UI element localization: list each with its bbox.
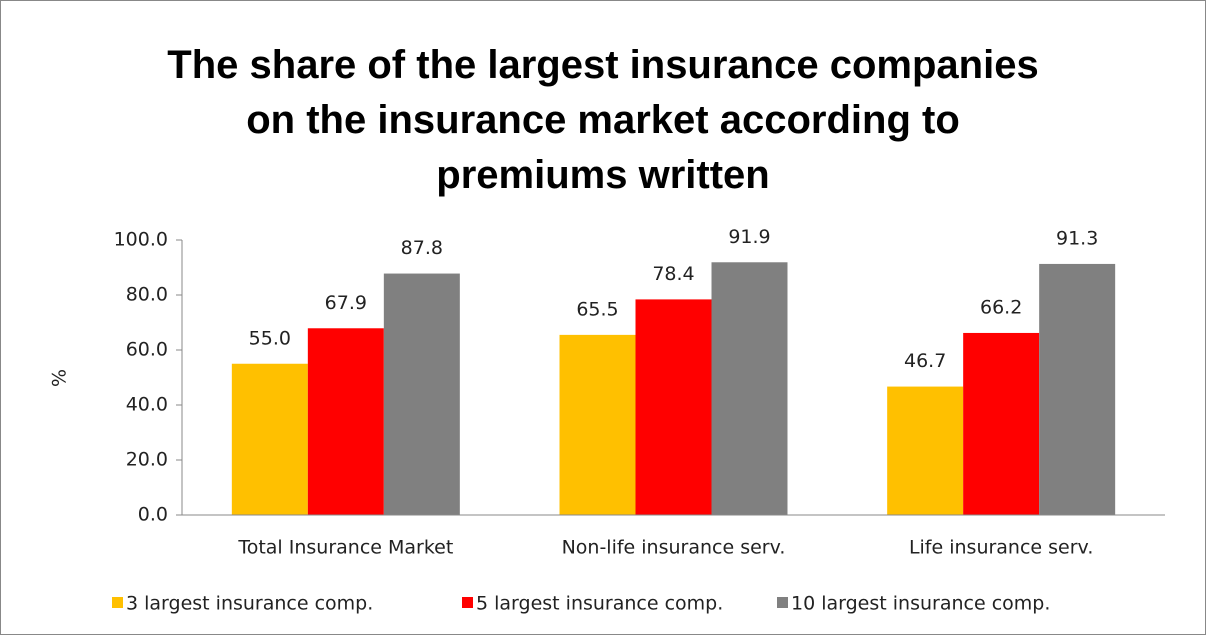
data-label: 67.9 [325,292,367,314]
data-label: 91.3 [1056,227,1098,249]
chart-title: The share of the largest insurance compa… [167,43,1039,197]
data-label: 66.2 [980,296,1022,318]
y-tick-label: 0.0 [138,504,168,526]
legend-swatch [777,597,788,608]
y-tick-label: 60.0 [126,339,168,361]
y-tick-label: 40.0 [126,394,168,416]
legend-label: 3 largest insurance comp. [126,593,373,615]
x-tick-label: Total Insurance Market [237,537,453,559]
data-label: 55.0 [249,327,291,349]
y-tick-label: 20.0 [126,449,168,471]
y-tick-label: 80.0 [126,284,168,306]
bar [711,262,788,515]
legend-swatch [462,597,473,608]
data-label: 87.8 [401,237,443,259]
data-label: 65.5 [576,298,618,320]
bar [559,334,636,515]
y-tick-label: 100.0 [114,229,168,251]
bar [635,299,712,515]
legend-label: 10 largest insurance comp. [791,593,1050,615]
x-tick-label: Life insurance serv. [909,537,1093,559]
bar [307,328,384,515]
legend-swatch [112,597,123,608]
bar [383,273,460,515]
data-label: 78.4 [652,263,694,285]
bar [231,363,308,515]
bar [963,332,1040,515]
legend-label: 5 largest insurance comp. [476,593,723,615]
bar [1039,263,1116,515]
y-axis-label: % [49,369,71,387]
data-label: 46.7 [904,350,946,372]
x-tick-label: Non-life insurance serv. [562,537,786,559]
bar [887,386,964,515]
data-label: 91.9 [728,226,770,248]
